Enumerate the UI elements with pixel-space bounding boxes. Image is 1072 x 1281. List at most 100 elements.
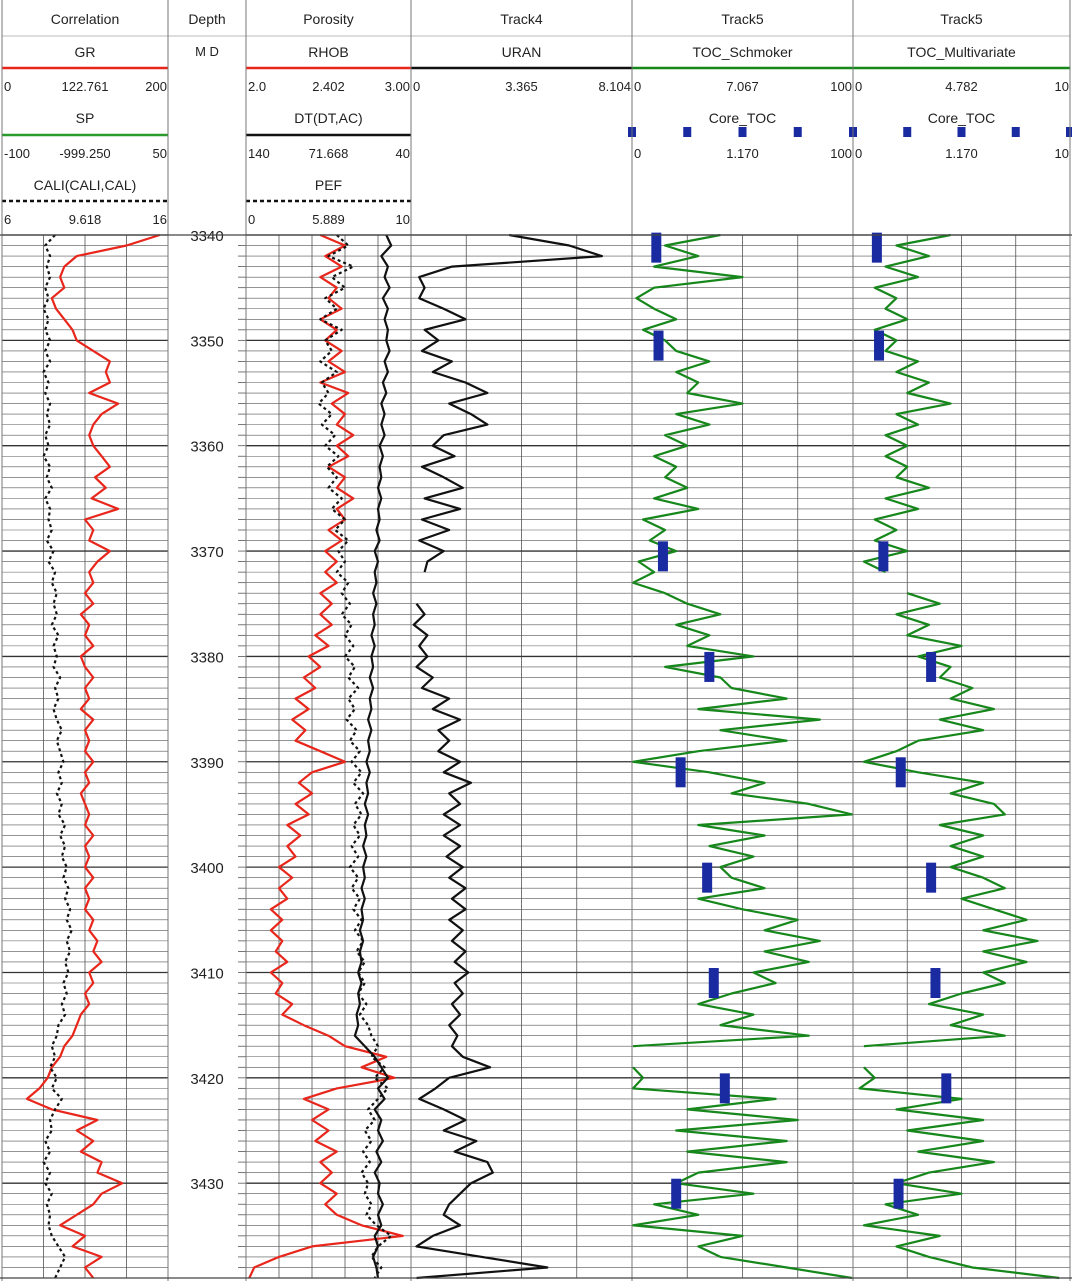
curve-name-Core_TOC: Core_TOC xyxy=(928,110,995,126)
curve-PEF xyxy=(317,234,393,1279)
track-title-correlation: Correlation xyxy=(51,11,119,27)
scale-max-TOC_Schmoker: 100 xyxy=(830,79,852,94)
curve-value-URAN: 3.365 xyxy=(505,79,538,94)
curve-value-Core_TOC: 1.170 xyxy=(726,146,759,161)
curve-name-CALI(CALI,CAL): CALI(CALI,CAL) xyxy=(34,177,137,193)
scale-max-GR: 200 xyxy=(145,79,167,94)
curve-DT(DT,AC) xyxy=(353,234,393,1279)
curve-name-DT(DT,AC): DT(DT,AC) xyxy=(294,110,362,126)
core-toc-sample xyxy=(930,968,941,999)
core-toc-sample xyxy=(708,968,719,999)
track-title-track5b: Track5 xyxy=(940,11,982,27)
core-toc-legend-marker xyxy=(957,127,966,137)
core-toc-legend-marker xyxy=(683,127,692,137)
curve-RHOB xyxy=(248,233,404,1279)
depth-label-3350: 3350 xyxy=(190,333,223,350)
core-toc-sample xyxy=(702,862,713,893)
core-toc-sample xyxy=(926,862,937,893)
scale-min-URAN: 0 xyxy=(413,79,420,94)
core-toc-legend-marker xyxy=(1011,127,1020,137)
scale-min-RHOB: 2.0 xyxy=(248,79,266,94)
depth-label-3340: 3340 xyxy=(190,228,223,245)
curve-TOC_Multivariate xyxy=(858,1066,1060,1280)
scale-max-Core_TOC: 10 xyxy=(1055,146,1069,161)
core-toc-sample xyxy=(704,651,715,682)
curve-TOC_Schmoker xyxy=(631,233,854,1048)
scale-min-GR: 0 xyxy=(4,79,11,94)
curve-name-RHOB: RHOB xyxy=(308,44,348,60)
curve-CALI(CALI,CAL) xyxy=(42,234,73,1279)
curve-value-GR: 122.761 xyxy=(62,79,109,94)
core-toc-legend-marker xyxy=(903,127,912,137)
track-headers: Correlation GR 0 122.761 200 SP -100 -999.250 50… xyxy=(2,11,1072,227)
curve-value-CALI(CALI,CAL): 9.618 xyxy=(69,212,102,227)
curve-value-TOC_Schmoker: 7.067 xyxy=(726,79,759,94)
depth-label-3360: 3360 xyxy=(190,439,223,456)
scale-min-CALI(CALI,CAL): 6 xyxy=(4,212,11,227)
core-toc-sample xyxy=(893,1178,904,1209)
curve-TOC_Multivariate xyxy=(862,592,1039,1048)
curve-value-SP: -999.250 xyxy=(59,146,110,161)
track-grids xyxy=(2,234,1070,1279)
depth-unit-label: M D xyxy=(195,44,219,59)
core-toc-legend-marker xyxy=(1066,127,1072,137)
scale-min-TOC_Multivariate: 0 xyxy=(855,79,862,94)
track-title-porosity: Porosity xyxy=(303,11,354,27)
depth-label-3370: 3370 xyxy=(190,544,223,561)
scale-min-DT(DT,AC): 140 xyxy=(248,146,270,161)
curve-value-DT(DT,AC): 71.668 xyxy=(309,146,349,161)
curve-URAN xyxy=(418,233,604,573)
track-title-track5a: Track5 xyxy=(721,11,763,27)
core-toc-sample xyxy=(651,232,662,263)
scale-min-Core_TOC: 0 xyxy=(855,146,862,161)
curve-value-PEF: 5.889 xyxy=(312,212,345,227)
core-toc-legend-marker xyxy=(793,127,802,137)
core-toc-sample xyxy=(671,1178,682,1209)
core-toc-sample xyxy=(878,541,889,572)
core-toc-sample xyxy=(895,757,906,788)
curve-value-Core_TOC: 1.170 xyxy=(945,146,978,161)
scale-min-PEF: 0 xyxy=(248,212,255,227)
scale-max-CALI(CALI,CAL): 16 xyxy=(153,212,167,227)
scale-max-DT(DT,AC): 40 xyxy=(396,146,410,161)
scale-max-TOC_Multivariate: 10 xyxy=(1055,79,1069,94)
core-toc-sample xyxy=(926,651,937,682)
core-toc-sample xyxy=(719,1073,730,1104)
curve-name-TOC_Multivariate: TOC_Multivariate xyxy=(907,44,1016,60)
core-toc-sample xyxy=(653,330,664,361)
core-toc-sample xyxy=(675,757,686,788)
log-curves: 3340 3350 3360 3370 3380 3390 3400 3410 3420 3430 xyxy=(25,228,1060,1280)
curve-value-TOC_Multivariate: 4.782 xyxy=(945,79,978,94)
curve-GR xyxy=(25,233,161,1279)
curve-name-TOC_Schmoker: TOC_Schmoker xyxy=(692,44,792,60)
depth-label-3430: 3430 xyxy=(190,1176,223,1193)
depth-label-3380: 3380 xyxy=(190,649,223,666)
track-title-track4: Track4 xyxy=(500,11,542,27)
curve-name-URAN: URAN xyxy=(502,44,542,60)
scale-min-TOC_Schmoker: 0 xyxy=(634,79,641,94)
scale-max-PEF: 10 xyxy=(396,212,410,227)
scale-max-RHOB: 3.00 xyxy=(385,79,410,94)
curve-name-GR: GR xyxy=(75,44,96,60)
core-toc-legend-marker xyxy=(738,127,747,137)
core-toc-sample xyxy=(941,1073,952,1104)
depth-label-3400: 3400 xyxy=(190,860,223,877)
depth-label-3420: 3420 xyxy=(190,1071,223,1088)
core-toc-sample xyxy=(657,541,668,572)
curve-value-RHOB: 2.402 xyxy=(312,79,345,94)
core-toc-sample xyxy=(874,330,885,361)
track-title-depth: Depth xyxy=(188,11,225,27)
curve-name-Core_TOC: Core_TOC xyxy=(709,110,776,126)
scale-max-Core_TOC: 100 xyxy=(830,146,852,161)
scale-min-Core_TOC: 0 xyxy=(634,146,641,161)
curve-name-PEF: PEF xyxy=(315,177,342,193)
depth-label-3410: 3410 xyxy=(190,965,223,982)
curve-URAN xyxy=(412,603,549,1280)
curve-name-SP: SP xyxy=(76,110,95,126)
scale-min-SP: -100 xyxy=(4,146,30,161)
core-toc-sample xyxy=(871,232,882,263)
curve-TOC_Schmoker xyxy=(631,1066,853,1280)
curve-TOC_Multivariate xyxy=(862,233,952,574)
